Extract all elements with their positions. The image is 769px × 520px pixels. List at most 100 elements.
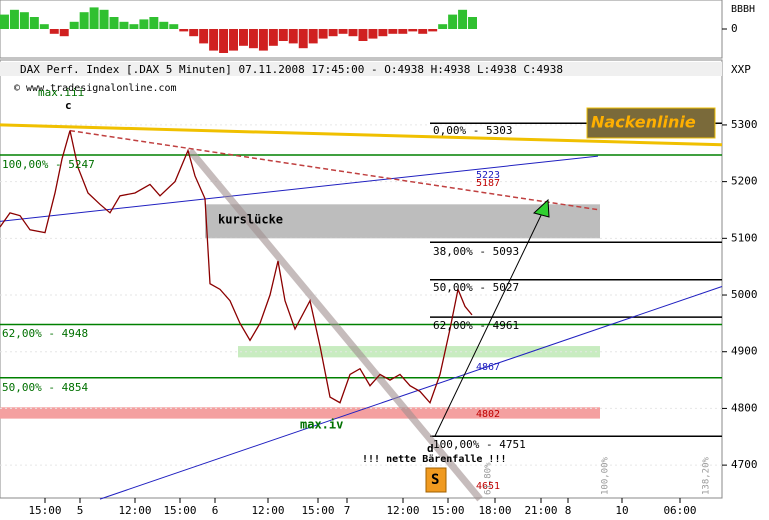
indicator-bar	[179, 29, 189, 32]
annotation: 4651	[476, 481, 500, 492]
indicator-bar	[378, 29, 388, 37]
indicator-bar	[159, 21, 169, 29]
price-line	[0, 130, 473, 405]
indicator-bar	[49, 29, 59, 34]
indicator-tick-label: 0	[731, 22, 738, 35]
trendline	[69, 129, 601, 211]
annotation: max.iv	[300, 418, 343, 432]
indicator-bar	[288, 29, 298, 44]
x-tick-label: 8	[565, 504, 572, 517]
annotation: 4802	[476, 409, 500, 420]
annotation: c	[65, 99, 72, 112]
indicator-bar	[448, 14, 458, 29]
indicator-bar	[219, 29, 229, 53]
arrow-head	[532, 198, 550, 218]
annotation: 100,00% - 4751	[433, 438, 526, 451]
indicator-bar	[278, 29, 288, 41]
indicator-name: BBBH	[731, 4, 755, 15]
indicator-bar	[298, 29, 308, 49]
indicator-bar	[129, 24, 139, 29]
annotation: 0,00% - 5303	[433, 124, 512, 137]
indicator-bar	[199, 29, 209, 44]
indicator-bar	[189, 29, 199, 37]
indicator-bar	[0, 14, 9, 29]
indicator-bar	[308, 29, 318, 44]
indicator-bar	[229, 29, 238, 51]
indicator-bar	[139, 19, 149, 29]
indicator-bar	[119, 21, 129, 29]
indicator-bar	[209, 29, 219, 51]
x-tick-label: 5	[77, 504, 84, 517]
indicator-bar	[318, 29, 328, 39]
annotation: 5187	[476, 178, 500, 189]
x-tick-label: 12:00	[251, 504, 284, 517]
x-tick-label: 12:00	[386, 504, 419, 517]
chart-title: DAX Perf. Index [.DAX 5 Minuten] 07.11.2…	[20, 63, 563, 76]
y-axis-label: XXP	[731, 63, 751, 76]
indicator-bar	[338, 29, 348, 34]
nackenlinie-box	[586, 107, 716, 139]
annotation: 5223	[476, 170, 500, 181]
indicator-bar	[69, 21, 79, 29]
x-tick-label: 15:00	[163, 504, 196, 517]
indicator-bar	[428, 29, 438, 32]
indicator-bar	[79, 12, 89, 29]
indicator-bar	[109, 17, 119, 29]
x-tick-label: 06:00	[663, 504, 696, 517]
s-box	[425, 467, 447, 493]
vertical-label: 138,20%	[702, 456, 712, 495]
x-tick-label: 10	[615, 504, 628, 517]
indicator-bar	[438, 24, 448, 29]
x-tick-label: 21:00	[524, 504, 557, 517]
annotation: 50,00% - 4854	[2, 381, 88, 394]
y-tick-label: 5000	[731, 288, 758, 301]
y-tick-label: 4700	[731, 458, 758, 471]
vertical-label: 61,80%	[484, 462, 494, 495]
y-tick-label: 4800	[731, 401, 758, 414]
y-tick-label: 5200	[731, 175, 758, 188]
arrow	[434, 206, 546, 437]
annotation: 4867	[476, 362, 500, 373]
header-bar	[0, 62, 722, 76]
indicator-bar	[388, 29, 398, 34]
indicator-bar	[29, 17, 39, 29]
indicator-bar	[358, 29, 368, 41]
y-tick-label: 5100	[731, 231, 758, 244]
x-tick-label: 12:00	[118, 504, 151, 517]
indicator-bar	[458, 9, 468, 30]
annotation: S	[431, 472, 439, 488]
indicator-bar	[258, 29, 268, 51]
trendline	[0, 123, 723, 147]
copyright: © www.tradesignalonline.com	[14, 83, 177, 94]
x-tick-label: 6	[212, 504, 219, 517]
y-tick-label: 4900	[731, 345, 758, 358]
indicator-bar	[99, 9, 109, 30]
trendline	[99, 286, 723, 500]
x-tick-label: 15:00	[28, 504, 61, 517]
x-tick-label: 15:00	[301, 504, 334, 517]
indicator-bar	[9, 9, 19, 30]
annotation: 50,00% - 5027	[433, 281, 519, 294]
y-tick-label: 5300	[731, 118, 758, 131]
trendline	[0, 155, 599, 222]
annotation: !!! nette Bärenfalle !!!	[362, 454, 507, 465]
indicator-bar	[348, 29, 358, 37]
indicator-bar	[19, 12, 29, 29]
indicator-bar	[368, 29, 378, 39]
indicator-bar	[39, 24, 49, 29]
annotation: Nackenlinie	[591, 113, 696, 132]
indicator-bar	[468, 17, 477, 29]
indicator-bar	[408, 29, 418, 32]
indicator-bar	[169, 24, 179, 29]
indicator-bar	[328, 29, 338, 37]
zone	[0, 407, 600, 419]
annotation: kurslücke	[218, 213, 283, 227]
indicator-bar	[268, 29, 278, 46]
x-tick-label: 15:00	[431, 504, 464, 517]
indicator-bar	[239, 29, 248, 46]
annotation: 62,00% - 4961	[433, 319, 519, 332]
x-tick-label: 7	[344, 504, 351, 517]
zone	[238, 346, 600, 358]
indicator-bar	[398, 29, 408, 34]
